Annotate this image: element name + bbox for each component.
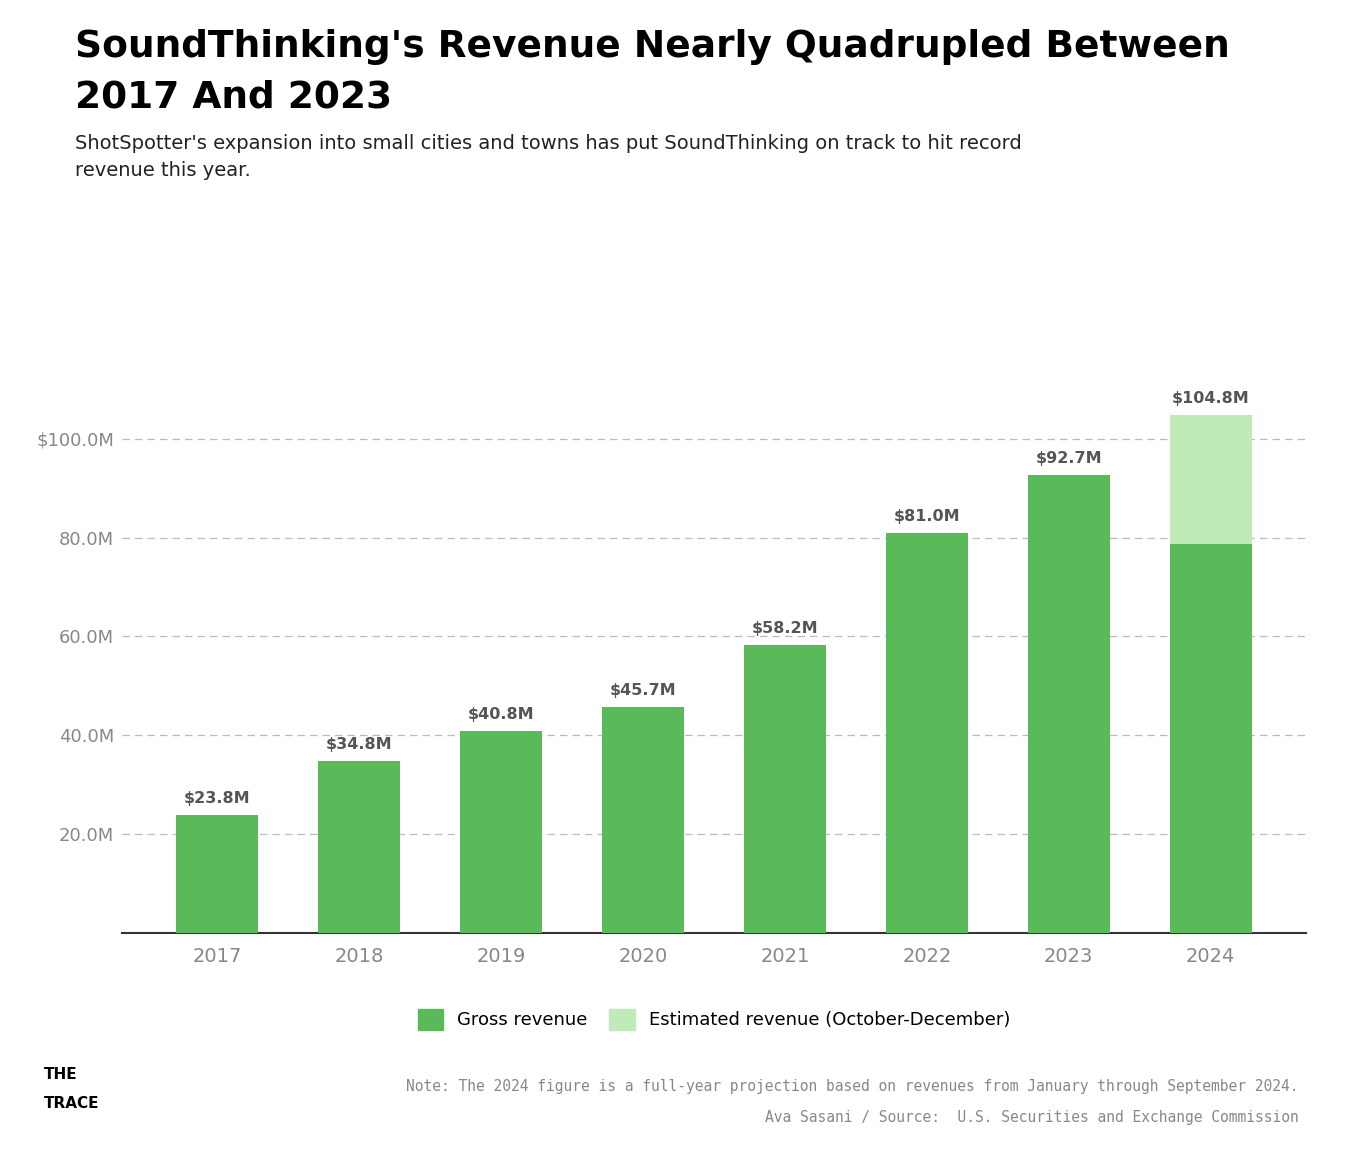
Text: ShotSpotter's expansion into small cities and towns has put SoundThinking on tra: ShotSpotter's expansion into small citie…	[75, 134, 1021, 181]
Bar	[885, 533, 968, 933]
Text: Ava Sasani / Source:  U.S. Securities and Exchange Commission: Ava Sasani / Source: U.S. Securities and…	[766, 1110, 1299, 1125]
Bar	[744, 645, 826, 933]
Text: 2017 And 2023: 2017 And 2023	[75, 79, 392, 115]
Text: $40.8M: $40.8M	[468, 708, 534, 722]
Text: $45.7M: $45.7M	[609, 683, 676, 698]
Text: SoundThinking's Revenue Nearly Quadrupled Between: SoundThinking's Revenue Nearly Quadruple…	[75, 29, 1229, 65]
Bar	[1028, 475, 1110, 933]
Text: Note: The 2024 figure is a full-year projection based on revenues from January t: Note: The 2024 figure is a full-year pro…	[407, 1079, 1299, 1094]
Text: $34.8M: $34.8M	[326, 737, 393, 752]
Text: $81.0M: $81.0M	[894, 508, 960, 524]
Text: $104.8M: $104.8M	[1172, 391, 1250, 406]
Text: $58.2M: $58.2M	[752, 621, 819, 637]
Text: $23.8M: $23.8M	[184, 792, 250, 807]
Bar	[177, 815, 258, 933]
Bar	[460, 731, 543, 933]
Text: TRACE: TRACE	[44, 1096, 99, 1111]
Bar	[318, 761, 400, 933]
Bar	[602, 707, 684, 933]
Legend: Gross revenue, Estimated revenue (October-December): Gross revenue, Estimated revenue (Octobe…	[418, 1009, 1010, 1030]
Bar	[1170, 545, 1251, 933]
Bar	[1170, 415, 1251, 545]
Text: $92.7M: $92.7M	[1035, 451, 1102, 466]
Text: THE: THE	[44, 1067, 78, 1082]
